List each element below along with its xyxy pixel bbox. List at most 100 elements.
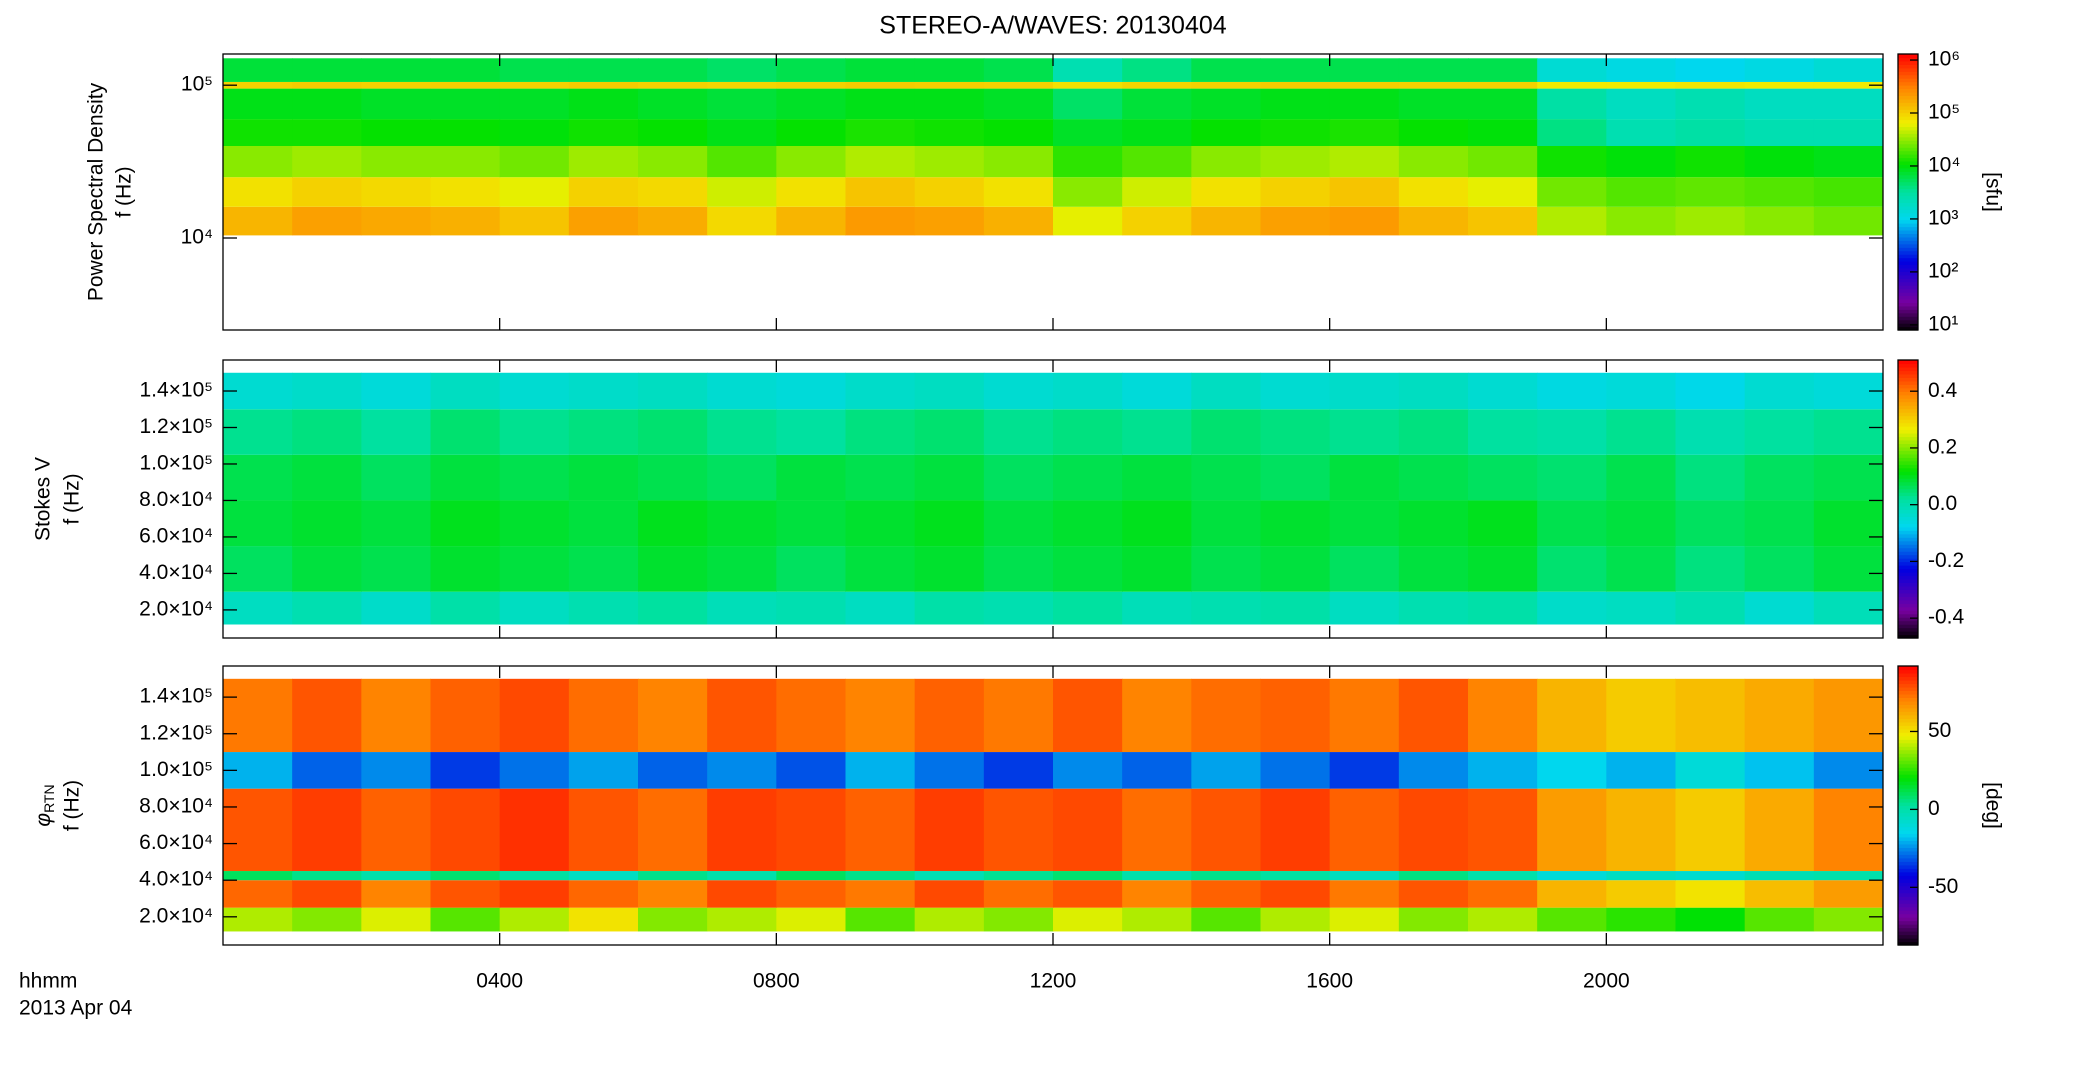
heatmap-cell [638, 81, 708, 89]
colorbar-segment [1898, 843, 1918, 848]
heatmap-cell [1744, 591, 1815, 625]
heatmap-cell [776, 409, 846, 455]
heatmap-cell [914, 546, 985, 592]
colorbar-segment [1898, 882, 1918, 887]
heatmap-cell [914, 409, 985, 455]
heatmap-cell [1122, 546, 1192, 592]
heatmap-cell [1122, 81, 1192, 89]
heatmap-cell [845, 880, 916, 908]
colorbar-segment [1898, 380, 1918, 385]
colorbar-segment [1898, 233, 1918, 238]
colorbar-segment [1898, 202, 1918, 207]
heatmap-cell [1260, 454, 1331, 501]
heatmap-cell [1260, 206, 1331, 236]
colorbar-segment [1898, 88, 1918, 93]
colorbar-frame [1897, 359, 1919, 639]
heatmap-cell [292, 500, 362, 547]
heatmap-cell [430, 788, 501, 872]
colorbar-segment [1898, 822, 1918, 828]
heatmap-cell [361, 81, 431, 89]
colorbar-segment [1898, 181, 1918, 186]
colorbar-segment [1898, 924, 1918, 929]
heatmap-cell [1813, 206, 1884, 236]
colorbar-segment [1898, 791, 1918, 796]
colorbar-segment [1898, 492, 1918, 497]
colorbar-segment [1898, 415, 1918, 420]
colorbar-segment [1898, 721, 1918, 726]
heatmap-cell [983, 871, 1054, 881]
heatmap-cell [1329, 146, 1400, 178]
colorbar-segment [1898, 819, 1918, 824]
colorbar-segment [1898, 941, 1918, 946]
colorbar-segment [1898, 857, 1918, 862]
heatmap-cell [1675, 546, 1746, 592]
heatmap-cell [223, 591, 293, 625]
heatmap-cell [1606, 88, 1676, 120]
heatmap-cell [361, 119, 431, 146]
heatmap-cell [845, 88, 916, 120]
colorbar-segment [1898, 551, 1918, 556]
heatmap-cell [499, 546, 570, 592]
heatmap-cell [707, 119, 777, 146]
heatmap-cell [1675, 454, 1746, 501]
heatmap-cell [223, 81, 293, 89]
colorbar-segment [1898, 316, 1918, 321]
colorbar-segment [1898, 627, 1918, 632]
heatmap-cell [1468, 752, 1538, 789]
heatmap-cell [1398, 752, 1469, 789]
heatmap-cell [499, 591, 570, 625]
colorbar-segment [1898, 212, 1918, 217]
x-axis-label: hhmm [19, 970, 77, 993]
heatmap-cell [638, 409, 708, 455]
colorbar-tick-label: 0.0 [1928, 492, 1957, 515]
heatmap-cell [1191, 591, 1261, 625]
colorbar-segment [1898, 394, 1918, 399]
heatmap-cell [1260, 81, 1331, 89]
heatmap-cell [776, 591, 846, 625]
colorbar-segment [1898, 669, 1918, 674]
heatmap-cell [568, 788, 639, 872]
heatmap-cell [1329, 206, 1400, 236]
colorbar-segment [1898, 554, 1918, 559]
heatmap-cell [1537, 206, 1607, 236]
heatmap-cell [1122, 177, 1192, 207]
heatmap-cell [1398, 546, 1469, 592]
heatmap-cell [361, 678, 431, 753]
colorbar-segment [1898, 401, 1918, 406]
colorbar-segment [1898, 505, 1918, 511]
heatmap-cell [499, 119, 570, 146]
colorbar-segment [1898, 788, 1918, 793]
heatmap-cell [707, 372, 777, 410]
heatmap-cell [1744, 88, 1815, 120]
heatmap-cell [430, 678, 501, 753]
y-tick-label: 2.0×10⁴ [139, 597, 213, 620]
y-tick-label: 1.4×10⁵ [139, 379, 213, 402]
colorbar-tick-label: 50 [1928, 719, 1951, 742]
heatmap-cell [845, 678, 916, 753]
heatmap-cell [1537, 546, 1607, 592]
heatmap-cell [1744, 409, 1815, 455]
heatmap-cell [1606, 788, 1676, 872]
heatmap-cell [1744, 177, 1815, 207]
heatmap-cell [292, 119, 362, 146]
colorbar-segment [1898, 920, 1918, 925]
heatmap-cell [638, 752, 708, 789]
colorbar-segment [1898, 854, 1918, 859]
heatmap-cell [568, 752, 639, 789]
heatmap-cell [707, 591, 777, 625]
heatmap-cell [361, 591, 431, 625]
heatmap-cell [845, 546, 916, 592]
heatmap-cell [361, 206, 431, 236]
heatmap-cell [1537, 907, 1607, 932]
heatmap-cell [1537, 88, 1607, 120]
heatmap-cell [1813, 678, 1884, 753]
colorbar-segment [1898, 205, 1918, 210]
heatmap-cell [499, 500, 570, 547]
heatmap-cell [1468, 454, 1538, 501]
colorbar-segment [1898, 864, 1918, 869]
colorbar-segment [1898, 129, 1918, 134]
heatmap-cell [1122, 500, 1192, 547]
heatmap-cell [430, 871, 501, 881]
colorbar-segment [1898, 592, 1918, 597]
heatmap-cell [1537, 500, 1607, 547]
